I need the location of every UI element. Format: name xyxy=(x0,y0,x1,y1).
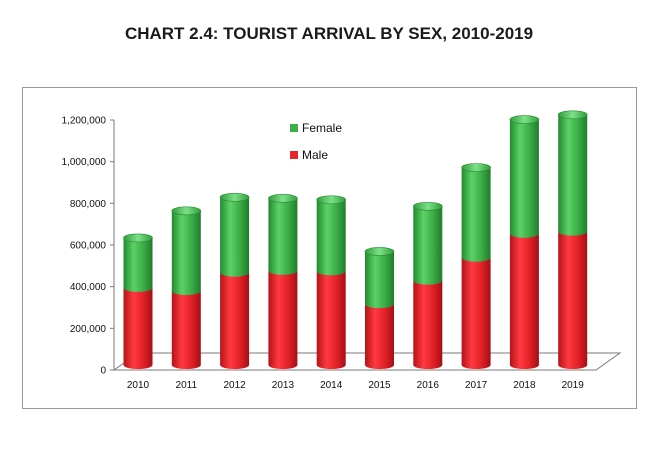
y-tick-label: 1,200,000 xyxy=(62,116,107,127)
bar-male-base-2014 xyxy=(316,361,346,369)
bar-female-base-2018 xyxy=(509,229,539,238)
bar-male-2016 xyxy=(413,280,443,365)
bar-female-2013 xyxy=(268,198,298,271)
x-tick-label: 2019 xyxy=(562,380,585,391)
bar-female-2018 xyxy=(509,119,539,234)
bar-male-base-2018 xyxy=(509,361,539,369)
bar-female-2017 xyxy=(461,167,491,258)
bar-cap-2018 xyxy=(509,115,540,124)
bar-female-base-2019 xyxy=(558,227,588,236)
bar-female-base-2011 xyxy=(171,287,201,296)
bar-female-base-2013 xyxy=(268,266,298,275)
bar-female-base-2015 xyxy=(365,300,394,309)
bar-male-base-2019 xyxy=(558,361,588,369)
bar-cap-2014 xyxy=(316,195,347,205)
bar-female-2011 xyxy=(171,210,201,292)
x-tick-label: 2017 xyxy=(465,380,488,391)
x-tick-label: 2015 xyxy=(368,380,391,391)
legend-swatch-female xyxy=(290,124,298,132)
chart-title: CHART 2.4: TOURIST ARRIVAL BY SEX, 2010-… xyxy=(124,24,534,43)
bar-female-base-2016 xyxy=(413,276,443,285)
x-tick-label: 2011 xyxy=(176,380,198,391)
bar-female-2012 xyxy=(220,197,250,273)
x-tick-label: 2010 xyxy=(127,380,150,391)
bar-male-2010 xyxy=(123,287,153,365)
legend-label-male: Male xyxy=(302,148,328,162)
bar-female-base-2010 xyxy=(123,283,153,292)
y-tick-label: 600,000 xyxy=(70,241,107,252)
y-tick-label: 0 xyxy=(100,366,106,377)
bar-male-base-2012 xyxy=(220,361,250,369)
bar-cap-2013 xyxy=(268,194,298,203)
bar-female-2015 xyxy=(365,251,394,305)
bar-cap-2017 xyxy=(461,163,491,172)
y-tick-label: 1,000,000 xyxy=(62,157,107,168)
bar-cap-2016 xyxy=(412,201,443,211)
y-tick-label: 200,000 xyxy=(70,324,107,335)
bar-male-2018 xyxy=(509,233,539,365)
bar-female-base-2012 xyxy=(220,268,250,277)
bar-male-2014 xyxy=(316,271,346,365)
legend-swatch-male xyxy=(290,151,298,159)
x-tick-label: 2012 xyxy=(223,380,246,391)
x-tick-label: 2016 xyxy=(417,380,440,391)
bar-female-2019 xyxy=(558,114,588,232)
x-tick-label: 2014 xyxy=(320,380,343,391)
bar-female-base-2017 xyxy=(461,253,491,262)
bar-male-2017 xyxy=(461,257,491,365)
bar-male-2013 xyxy=(268,270,298,365)
bar-female-base-2014 xyxy=(316,267,346,276)
y-tick-label: 400,000 xyxy=(70,282,107,293)
bar-male-base-2016 xyxy=(413,361,443,369)
bar-cap-2015 xyxy=(364,247,395,256)
bar-male-base-2013 xyxy=(268,361,298,369)
legend-label-female: Female xyxy=(302,121,342,135)
bar-male-base-2015 xyxy=(365,361,394,369)
bar-male-base-2017 xyxy=(461,361,491,369)
bar-female-2016 xyxy=(413,206,443,281)
bar-cap-2010 xyxy=(123,233,153,243)
bar-male-2019 xyxy=(558,231,588,365)
bar-cap-2012 xyxy=(219,192,250,202)
bar-cap-2019 xyxy=(557,110,588,120)
x-tick-label: 2018 xyxy=(513,380,536,391)
bar-cap-2011 xyxy=(171,206,202,216)
x-tick-label: 2013 xyxy=(272,380,295,391)
bar-male-2015 xyxy=(365,304,394,365)
bar-male-base-2010 xyxy=(123,361,153,369)
bar-male-base-2011 xyxy=(171,361,201,369)
bar-female-2010 xyxy=(123,237,153,288)
bar-male-2011 xyxy=(171,291,201,365)
bar-female-2014 xyxy=(316,199,346,272)
y-tick-label: 800,000 xyxy=(70,199,107,210)
bar-male-2012 xyxy=(220,272,250,365)
